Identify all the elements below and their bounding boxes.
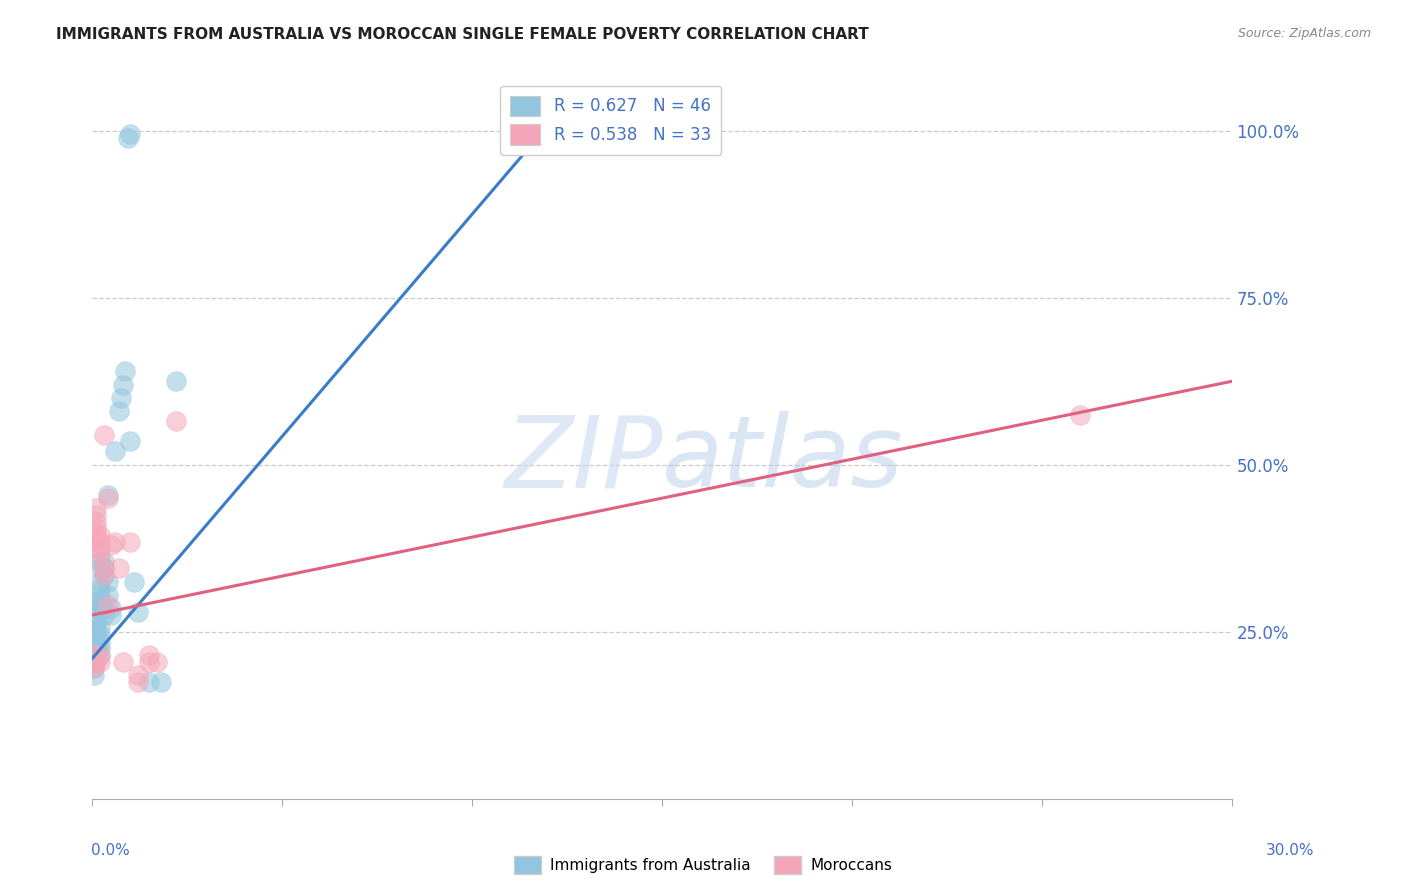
Point <box>110 391 132 405</box>
Point <box>89 555 111 569</box>
Legend: R = 0.627   N = 46, R = 0.538   N = 33: R = 0.627 N = 46, R = 0.538 N = 33 <box>501 86 721 155</box>
Point <box>93 561 115 575</box>
Point <box>84 595 107 609</box>
Point <box>138 655 160 669</box>
Point <box>84 628 107 642</box>
Point <box>120 534 142 549</box>
Point <box>149 674 172 689</box>
Point <box>100 538 122 552</box>
Point <box>89 655 111 669</box>
Point <box>138 674 160 689</box>
Point <box>111 377 134 392</box>
Point <box>104 534 127 549</box>
Point <box>127 668 149 682</box>
Point <box>93 608 115 623</box>
Point <box>138 648 160 662</box>
Point <box>104 444 127 458</box>
Point <box>89 628 111 642</box>
Point <box>89 634 111 648</box>
Text: 0.0%: 0.0% <box>91 843 131 858</box>
Point <box>93 427 115 442</box>
Point <box>89 648 111 662</box>
Point <box>89 595 111 609</box>
Point <box>84 621 107 635</box>
Point <box>127 605 149 619</box>
Legend: Immigrants from Australia, Moroccans: Immigrants from Australia, Moroccans <box>508 850 898 880</box>
Point <box>93 568 115 582</box>
Point <box>96 488 118 502</box>
Point <box>120 434 142 449</box>
Point <box>114 364 136 378</box>
Point <box>89 648 111 662</box>
Point <box>84 528 107 542</box>
Point <box>84 648 107 662</box>
Text: 30.0%: 30.0% <box>1267 843 1315 858</box>
Point <box>84 608 107 623</box>
Point <box>127 674 149 689</box>
Point <box>84 508 107 522</box>
Text: IMMIGRANTS FROM AUSTRALIA VS MOROCCAN SINGLE FEMALE POVERTY CORRELATION CHART: IMMIGRANTS FROM AUSTRALIA VS MOROCCAN SI… <box>56 27 869 42</box>
Point <box>89 588 111 602</box>
Point <box>89 534 111 549</box>
Point <box>117 130 139 145</box>
Text: ZIP: ZIP <box>503 411 662 508</box>
Point <box>89 548 111 562</box>
Text: atlas: atlas <box>662 411 904 508</box>
Point <box>89 621 111 635</box>
Point <box>96 574 118 589</box>
Point <box>108 404 131 418</box>
Point <box>96 598 118 612</box>
Point <box>84 641 107 656</box>
Point <box>84 601 107 615</box>
Point <box>83 661 105 675</box>
Point <box>84 515 107 529</box>
Text: Source: ZipAtlas.com: Source: ZipAtlas.com <box>1237 27 1371 40</box>
Point <box>89 574 111 589</box>
Point <box>96 491 118 505</box>
Point <box>84 655 107 669</box>
Point <box>120 127 142 141</box>
Point <box>84 645 107 659</box>
Point <box>89 528 111 542</box>
Point <box>83 648 105 662</box>
Point <box>122 574 145 589</box>
Point <box>1069 408 1091 422</box>
Point <box>165 414 187 428</box>
Point <box>93 555 115 569</box>
Point <box>82 541 104 556</box>
Point <box>89 641 111 656</box>
Point <box>83 661 105 675</box>
Point <box>83 534 105 549</box>
Point <box>96 588 118 602</box>
Point <box>93 561 115 575</box>
Point <box>100 608 122 623</box>
Point <box>89 582 111 596</box>
Point <box>84 615 107 629</box>
Point <box>84 521 107 535</box>
Point <box>100 601 122 615</box>
Point <box>146 655 169 669</box>
Point <box>84 501 107 516</box>
Point <box>89 541 111 556</box>
Point <box>108 561 131 575</box>
Point <box>93 568 115 582</box>
Point <box>111 655 134 669</box>
Point <box>84 634 107 648</box>
Point <box>165 374 187 388</box>
Point <box>89 561 111 575</box>
Point <box>83 668 105 682</box>
Point <box>93 601 115 615</box>
